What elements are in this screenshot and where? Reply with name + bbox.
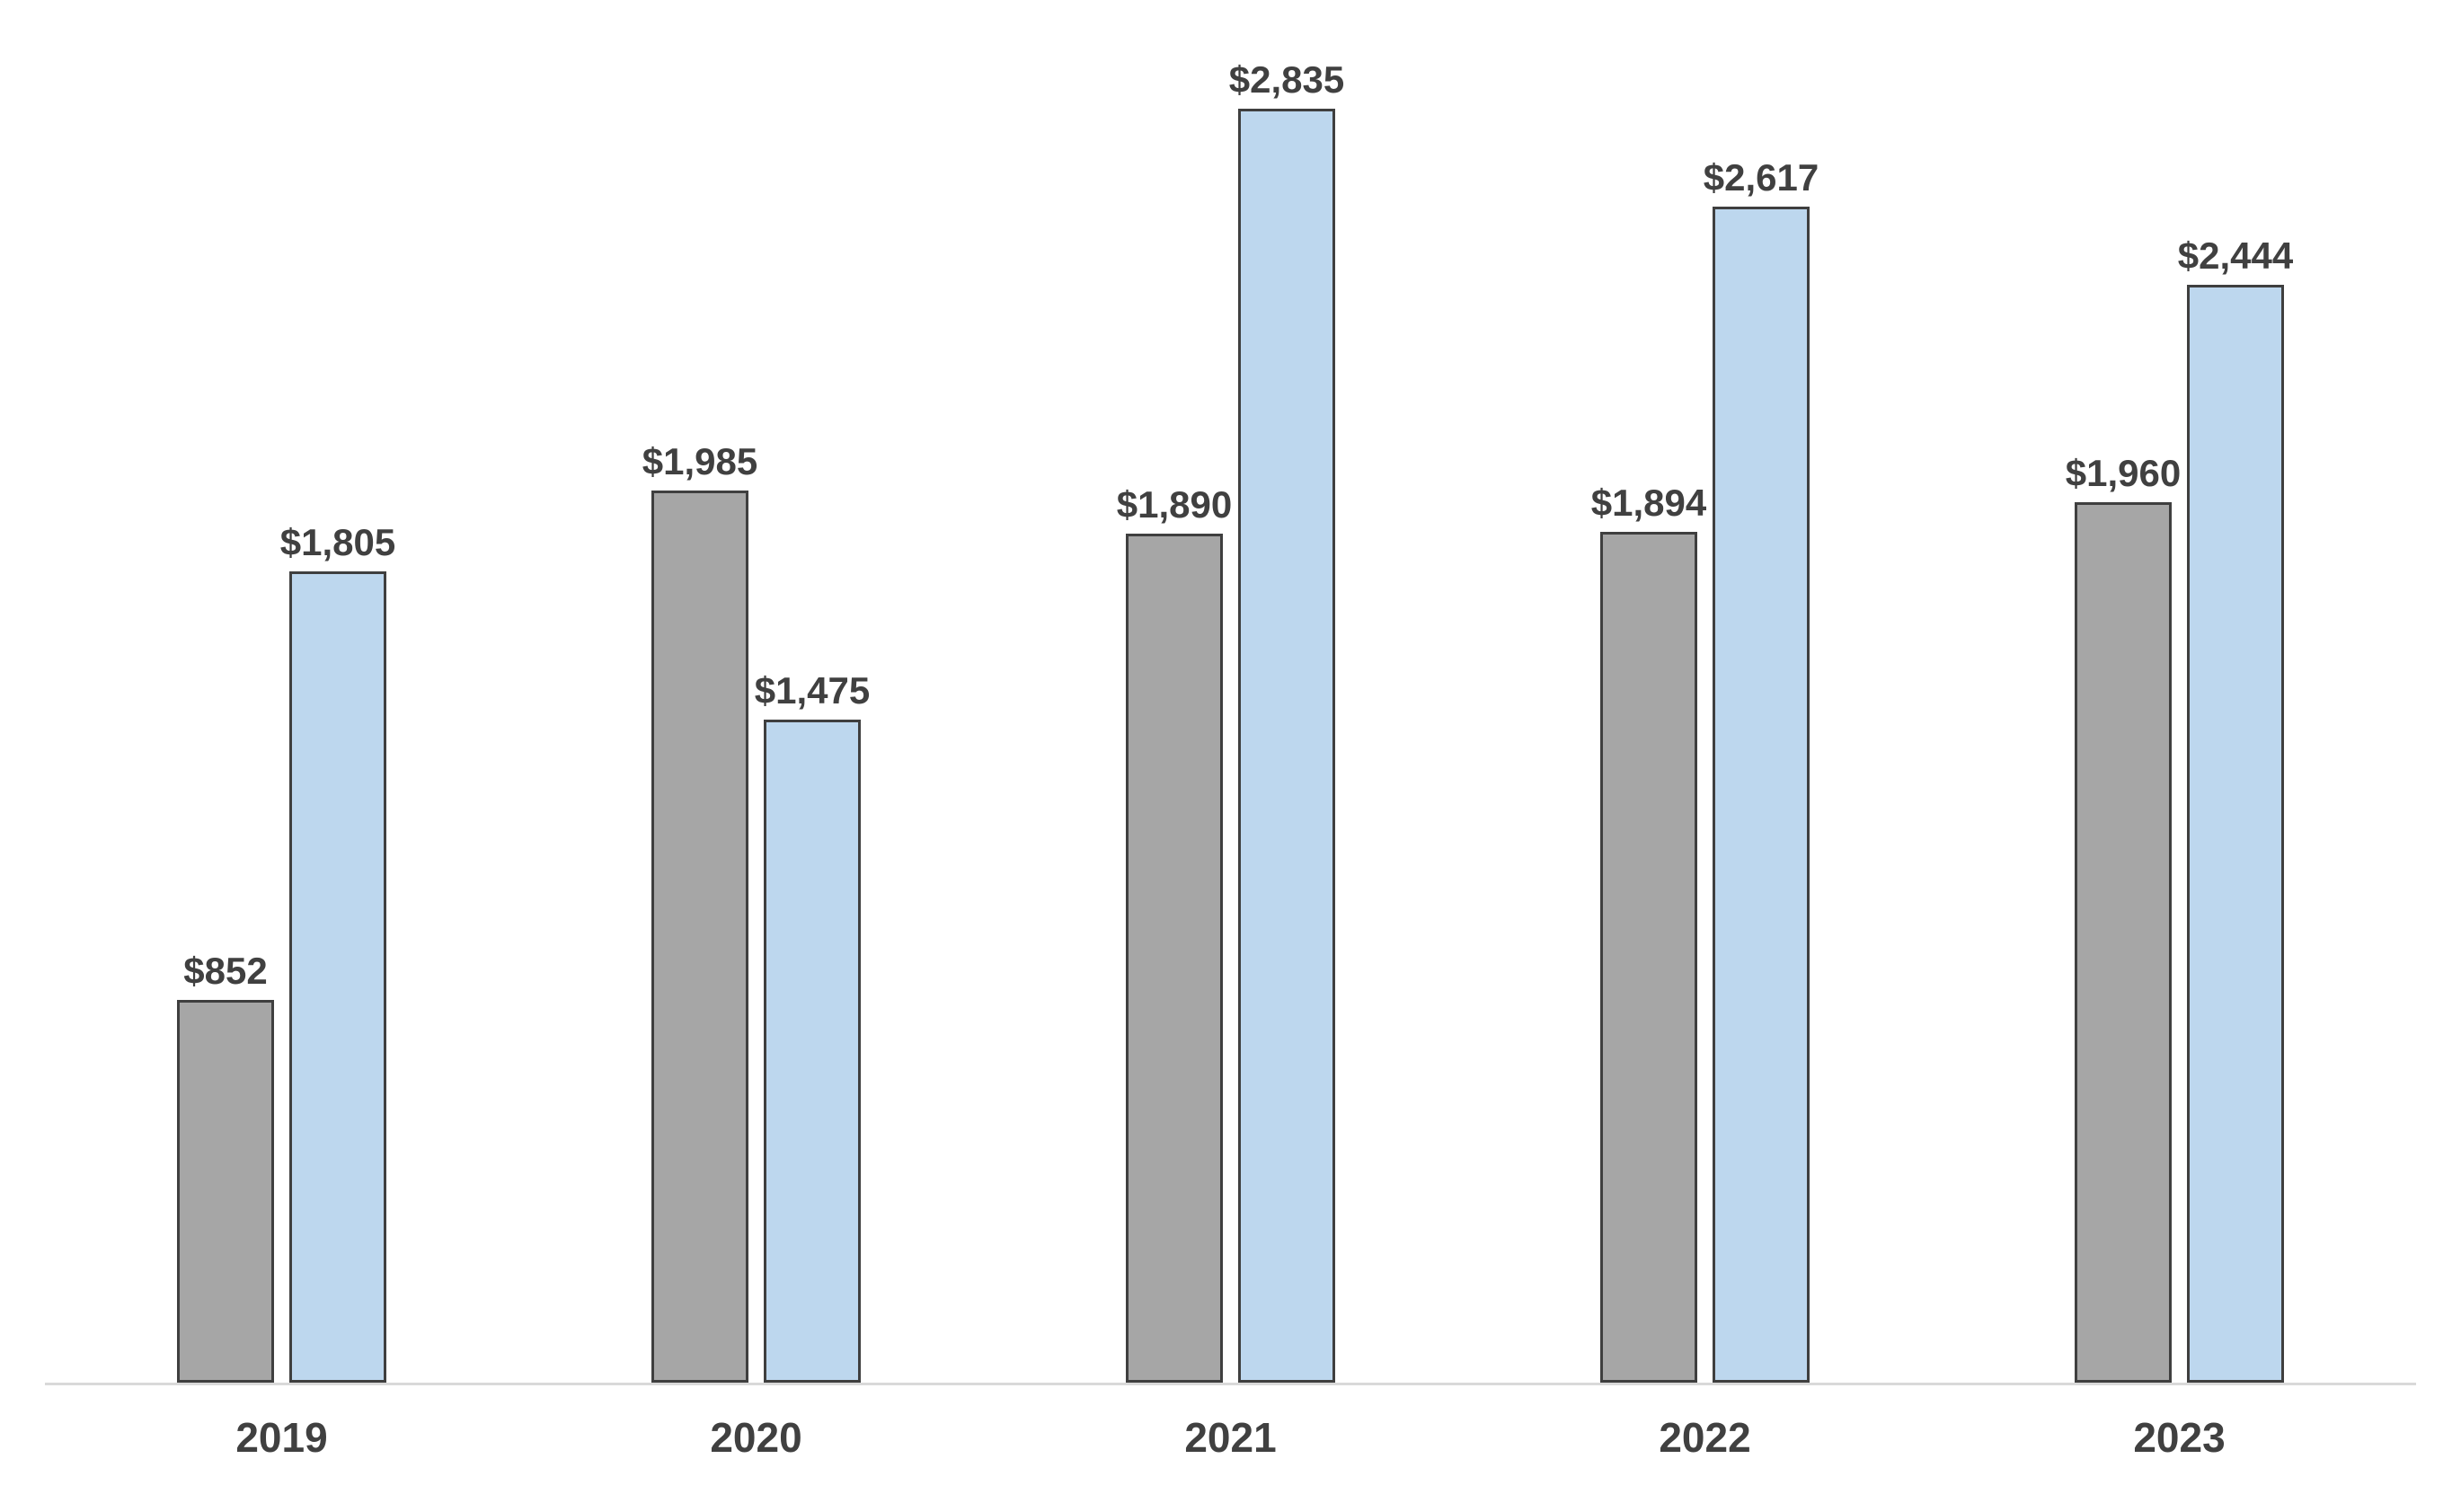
data-label-2021-gray-series: $1,890: [1116, 483, 1233, 526]
x-axis-line: [45, 1383, 2416, 1385]
data-label-2021-blue-series: $2,835: [1228, 58, 1345, 101]
x-tick-label-2020: 2020: [710, 1414, 802, 1461]
plot-area: $852 $1,805 2019 $1,985 $1,475 2020 $1,890 $2,8…: [177, 0, 2293, 1459]
bar-2022-blue-series: $2,617: [1704, 159, 1819, 1383]
bar-2023-gray-series: $1,960: [2066, 455, 2181, 1383]
data-label-2023-gray-series: $1,960: [2065, 452, 2182, 494]
x-tick-label-2023: 2023: [2133, 1414, 2226, 1461]
data-label-2023-blue-series: $2,444: [2177, 234, 2294, 277]
data-label-2022-gray-series: $1,894: [1590, 482, 1707, 524]
data-label-2019-gray-series: $852: [183, 950, 268, 992]
data-label-2020-blue-series: $1,475: [754, 669, 871, 712]
bar-2022-gray-series: $1,894: [1591, 484, 1706, 1383]
bar-2023-blue-series: $2,444: [2178, 237, 2293, 1383]
bar-2020-gray-series: $1,985: [642, 443, 757, 1383]
bar-2019-blue-series: $1,805: [280, 524, 395, 1383]
bar-group-2020: $1,985 $1,475 2020: [642, 0, 870, 1459]
bar-2021-gray-series: $1,890: [1117, 486, 1232, 1383]
x-tick-label-2019: 2019: [235, 1414, 328, 1461]
bar-2020-blue-series: $1,475: [755, 672, 870, 1383]
data-label-2022-blue-series: $2,617: [1703, 156, 1819, 199]
x-tick-label-2021: 2021: [1184, 1414, 1277, 1461]
data-label-2020-gray-series: $1,985: [642, 440, 758, 482]
bar-group-2021: $1,890 $2,835 2021: [1117, 0, 1344, 1459]
bar-group-2019: $852 $1,805 2019: [177, 0, 395, 1458]
x-tick-label-2022: 2022: [1659, 1414, 1751, 1461]
bar-2021-blue-series: $2,835: [1229, 61, 1344, 1383]
bar-group-2022: $1,894 $2,617 2022: [1591, 0, 1819, 1459]
data-label-2019-blue-series: $1,805: [279, 521, 396, 563]
bar-2019-gray-series: $852: [177, 952, 274, 1383]
bar-group-2023: $1,960 $2,444 2023: [2066, 0, 2293, 1459]
